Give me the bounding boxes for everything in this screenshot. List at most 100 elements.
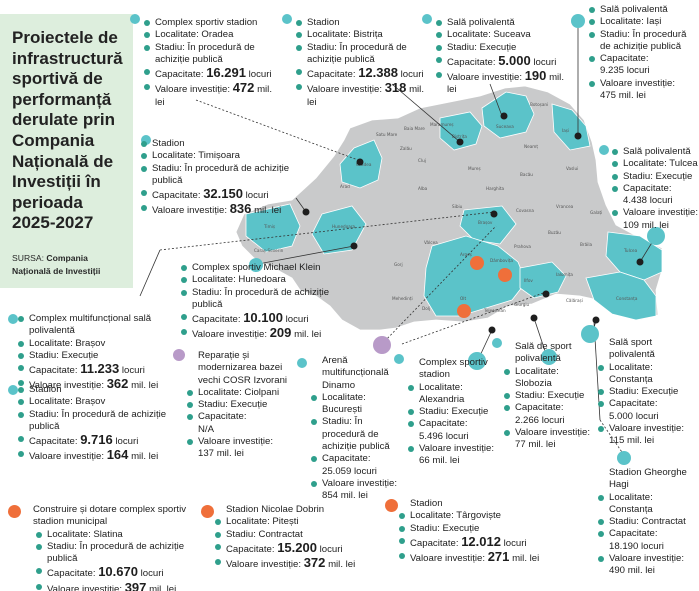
marker-tulcea xyxy=(599,145,609,155)
project-name: Stadion xyxy=(18,384,176,396)
project-localitate: Localitate: Alexandria xyxy=(408,382,496,407)
svg-text:Arad: Arad xyxy=(340,184,350,189)
dot-suceava xyxy=(500,112,508,120)
svg-text:Caraș-Severin: Caraș-Severin xyxy=(254,248,284,253)
highlighted-counties xyxy=(245,91,663,321)
project-valoare-value: 77 xyxy=(515,439,526,451)
source-value: Compania Națională de Investiții xyxy=(12,252,101,276)
marker-hunedoara xyxy=(249,258,263,272)
svg-text:Hunedoara: Hunedoara xyxy=(332,224,356,229)
svg-text:Brașov: Brașov xyxy=(478,220,493,225)
svg-text:Giurgiu: Giurgiu xyxy=(514,302,530,307)
marker-alexandria xyxy=(394,354,404,364)
svg-text:Satu Mare: Satu Mare xyxy=(376,132,398,137)
project-name: Sală sport polivalentă xyxy=(609,337,655,361)
project-alexandria: Complex sportiv stadion Localitate: Alex… xyxy=(408,357,496,468)
project-localitate: Localitate: Bistrița xyxy=(296,29,426,41)
dot-oradea xyxy=(356,158,364,166)
project-targoviste: Stadion Localitate: Târgoviște Stadiu: E… xyxy=(399,498,549,565)
county-tulcea xyxy=(605,231,663,281)
marker-tulcea-map xyxy=(647,227,665,245)
svg-text:Maramureș: Maramureș xyxy=(430,122,454,127)
project-name: Construire și dotare complex sportiv sta… xyxy=(33,504,187,528)
project-capacitate: Capacitate: xyxy=(187,411,297,423)
marker-constanta-sala xyxy=(581,325,599,343)
project-valoare-value: 109 xyxy=(623,219,640,231)
project-valoare: Valoare investiție: 209 mil. lei xyxy=(181,326,341,341)
project-timisoara: Stadion Localitate: Timișoara Stadiu: În… xyxy=(141,138,301,218)
project-name: Sală polivalentă xyxy=(589,4,697,16)
project-localitate: Localitate: Suceava xyxy=(436,29,568,41)
svg-text:Buzău: Buzău xyxy=(548,230,561,235)
project-capacitate: Capacitate: xyxy=(612,183,698,195)
project-valoare: Valoare investiție: xyxy=(598,553,698,565)
project-name: Complex sportiv stadion xyxy=(144,17,284,29)
project-localitate: Localitate: Hunedoara xyxy=(181,274,341,286)
marker-oradea xyxy=(130,14,140,24)
project-capacitate: Capacitate: xyxy=(598,398,698,410)
svg-text:Brăila: Brăila xyxy=(580,242,592,247)
project-capacitate-value: 5.000 xyxy=(609,410,634,422)
svg-text:Iași: Iași xyxy=(562,128,569,133)
project-stadiu: Stadiu: Contractat xyxy=(598,516,698,528)
svg-text:Vâlcea: Vâlcea xyxy=(424,240,438,245)
project-capacitate-value: 4.438 xyxy=(623,195,648,207)
county-brasov xyxy=(459,205,517,245)
page-title: Proiectele de infrastructură sportivă de… xyxy=(12,28,123,233)
project-valoare: Valoare investiție: 372 mil. lei xyxy=(215,556,375,571)
project-localitate: Localitate: Iași xyxy=(589,16,697,28)
marker-alexandria-map xyxy=(468,352,486,370)
project-valoare: Valoare investiție: xyxy=(408,443,496,455)
project-capacitate: Capacitate: 9.716 locuri xyxy=(18,433,176,448)
project-dinamo: Arenă multifuncțională Dinamo Localitate… xyxy=(311,355,401,503)
svg-text:Tulcea: Tulcea xyxy=(623,248,638,253)
project-localitate: Localitate: Brașov xyxy=(18,338,176,350)
project-constanta-hagi: Stadion Gheorghe Hagi Localitate: Consta… xyxy=(598,467,698,578)
county-south xyxy=(423,235,527,317)
project-name: Stadion Gheorghe Hagi xyxy=(609,467,687,491)
project-stadiu: Stadiu: Execuție xyxy=(399,523,549,535)
project-stadiu: Stadiu: Execuție xyxy=(612,171,698,183)
project-capacitate-value: 5.496 xyxy=(419,430,444,442)
project-capacitate: Capacitate: xyxy=(311,453,401,465)
project-valoare: Valoare investiție: xyxy=(504,427,590,439)
project-valoare-value: 490 xyxy=(609,565,626,577)
svg-text:Ialomița: Ialomița xyxy=(556,272,573,277)
project-stadiu: Stadiu: În procedură de achiziție public… xyxy=(181,287,341,312)
project-localitate: Localitate: Oradea xyxy=(144,29,284,41)
project-capacitate: Capacitate: xyxy=(589,53,697,65)
project-stadiu: Stadiu: Execuție xyxy=(18,350,176,362)
marker-brasov-stadion xyxy=(8,385,18,395)
svg-text:Zalău: Zalău xyxy=(400,146,412,151)
svg-text:Argeș: Argeș xyxy=(460,252,472,257)
project-capacitate: Capacitate: 10.100 locuri xyxy=(181,311,341,326)
dot-hunedoara xyxy=(350,242,358,250)
svg-text:Alba: Alba xyxy=(418,186,428,191)
project-valoare: Valoare investiție: 362 mil. lei xyxy=(18,377,176,392)
svg-text:Bistrița: Bistrița xyxy=(452,134,467,139)
svg-text:Baia Mare: Baia Mare xyxy=(404,126,425,131)
project-name: Stadion xyxy=(296,17,426,29)
project-localitate: Localitate: Slatina xyxy=(36,529,198,541)
dot-slobozia xyxy=(530,314,538,322)
project-capacitate: Capacitate: 16.291 locuri xyxy=(144,66,284,81)
project-izvorani: Reparație și modernizarea bazei vechi CO… xyxy=(187,350,297,461)
project-stadiu: Stadiu: În procedură de achiziție public… xyxy=(311,416,401,453)
project-valoare: Valoare investiție: 271 mil. lei xyxy=(399,550,549,565)
svg-text:Timiș: Timiș xyxy=(263,224,275,229)
project-localitate: Localitate: Ciolpani xyxy=(187,387,297,399)
marker-pitesti xyxy=(201,505,214,518)
project-stadiu: Stadiu: Execuție xyxy=(504,390,590,402)
svg-text:Constanța: Constanța xyxy=(616,296,638,301)
marker-hagi xyxy=(617,451,631,465)
dot-constanta xyxy=(592,316,600,324)
dot-tulcea xyxy=(636,258,644,266)
project-name: Stadion xyxy=(410,498,443,509)
dot-iasi xyxy=(574,132,582,140)
svg-text:Cluj: Cluj xyxy=(418,158,426,163)
project-valoare: Valoare investiție: xyxy=(187,436,297,448)
project-valoare: Valoare investiție: 318 mil. lei xyxy=(296,81,426,109)
project-pitesti: Stadion Nicolae Dobrin Localitate: Piteș… xyxy=(215,504,375,571)
project-stadiu: Stadiu: Execuție xyxy=(408,406,496,418)
county-constanta xyxy=(585,271,657,321)
